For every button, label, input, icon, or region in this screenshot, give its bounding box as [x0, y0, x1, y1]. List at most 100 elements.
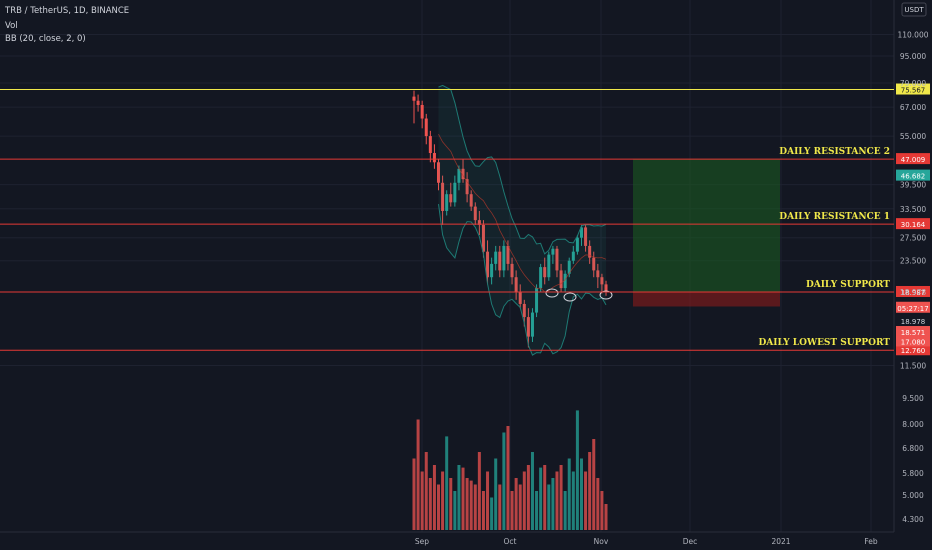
volume-bar: [424, 452, 428, 530]
volume-bar: [494, 458, 498, 530]
candle-body: [539, 267, 543, 289]
volume-bar: [514, 478, 518, 530]
volume-bar: [486, 471, 490, 530]
candle-body: [465, 179, 469, 195]
support-touch-circle: [599, 290, 613, 300]
volume-bar: [567, 458, 571, 530]
price-tag-text: 17.080: [901, 338, 926, 346]
level-label: DAILY SUPPORT: [806, 280, 890, 290]
volume-bar: [592, 439, 596, 530]
price-tag: [896, 335, 930, 347]
bb-indicator-label[interactable]: BB (20, close, 2, 0): [5, 34, 86, 44]
volume-bar: [481, 491, 485, 530]
support-touch-circle: [545, 288, 559, 298]
candle-body: [424, 118, 428, 137]
volume-bar: [428, 478, 432, 530]
price-tick-label: 11.500: [900, 361, 926, 370]
volume-tick-label: 4.300: [902, 515, 924, 524]
candle-body: [567, 260, 571, 274]
candle-body: [473, 206, 477, 221]
price-tick-label: 23.500: [900, 257, 926, 266]
candle-body: [502, 245, 506, 271]
candle-body: [563, 273, 567, 289]
time-tick-label: Oct: [504, 537, 517, 546]
candle-body: [477, 220, 481, 225]
volume-bar: [526, 465, 530, 530]
time-tick-label: Sep: [415, 537, 429, 546]
time-tick-label: Dec: [683, 537, 698, 546]
price-tick-label: 67.000: [900, 103, 926, 112]
volume-bar: [506, 426, 510, 530]
volume-bar: [412, 458, 416, 530]
volume-tick-label: 6.800: [902, 444, 924, 453]
candle-body: [584, 227, 588, 246]
volume-bar: [539, 467, 543, 530]
level-label: DAILY LOWEST SUPPORT: [758, 338, 890, 348]
candle-body: [547, 254, 551, 278]
volume-tick-label: 8.000: [902, 420, 924, 429]
candle-body: [510, 263, 514, 278]
level-price-tag-text: 75.567: [901, 87, 926, 95]
volume-bar: [457, 465, 461, 530]
level-price-tag-text: 30.164: [901, 221, 926, 229]
level-price-tag: [896, 218, 930, 230]
price-tick-label: 33.500: [900, 205, 926, 214]
level-label: DAILY RESISTANCE 1: [779, 212, 890, 222]
vol-indicator-label[interactable]: Vol: [5, 21, 18, 31]
candle-body: [535, 288, 539, 313]
volume-bar: [571, 471, 575, 530]
candle-body: [469, 194, 473, 207]
candle-body: [453, 182, 457, 203]
price-tick-label: 110.000: [897, 30, 928, 39]
price-tag: [896, 169, 930, 181]
candle-body: [555, 248, 559, 271]
volume-bar: [604, 504, 608, 530]
volume-bar: [600, 491, 604, 530]
volume-bar: [559, 465, 563, 530]
volume-tick-label: 5.800: [902, 469, 924, 478]
level-price-tag-text: 47.009: [901, 156, 926, 164]
volume-bar: [416, 419, 420, 530]
price-tag: [896, 314, 930, 326]
volume-bar: [445, 436, 449, 530]
volume-tick-label: 5.000: [902, 491, 924, 500]
bb-basis: [438, 134, 607, 293]
stop-zone: [633, 292, 780, 307]
support-touch-circle: [563, 292, 577, 302]
level-price-tag: [896, 83, 930, 95]
volume-bar: [449, 478, 453, 530]
candle-body: [432, 153, 436, 163]
volume-bar: [588, 452, 592, 530]
candle-body: [604, 284, 608, 292]
price-tick-label: 55.000: [900, 132, 926, 141]
level-price-tag: [896, 344, 930, 356]
price-tag-text: 46.682: [901, 173, 926, 181]
volume-bar: [575, 410, 579, 530]
price-tag-text: 05:27:17: [897, 305, 928, 313]
candle-body: [575, 237, 579, 252]
volume-bar: [469, 480, 473, 530]
volume-bar: [498, 484, 502, 530]
candle-body: [457, 168, 461, 183]
volume-bar: [547, 484, 551, 530]
time-tick-label: Nov: [594, 537, 609, 546]
candle-body: [579, 227, 583, 238]
candle-body: [506, 245, 510, 264]
volume-bar: [461, 467, 465, 530]
bb-lower-band: [438, 204, 607, 356]
candle-body: [441, 182, 445, 211]
volume-bar: [535, 491, 539, 530]
candle-body: [420, 104, 424, 119]
level-price-tag: [896, 285, 930, 297]
volume-bar: [473, 484, 477, 530]
candle-body: [437, 162, 441, 183]
price-tick-label: 39.500: [900, 181, 926, 190]
currency-label: USDT: [904, 6, 924, 14]
symbol-title[interactable]: TRB / TetherUS, 1D, BINANCE: [5, 6, 130, 16]
price-tag: [896, 301, 930, 313]
profit-zone: [633, 159, 780, 293]
candle-body: [526, 317, 530, 337]
bb-fill: [438, 85, 606, 356]
volume-bar: [563, 491, 567, 530]
